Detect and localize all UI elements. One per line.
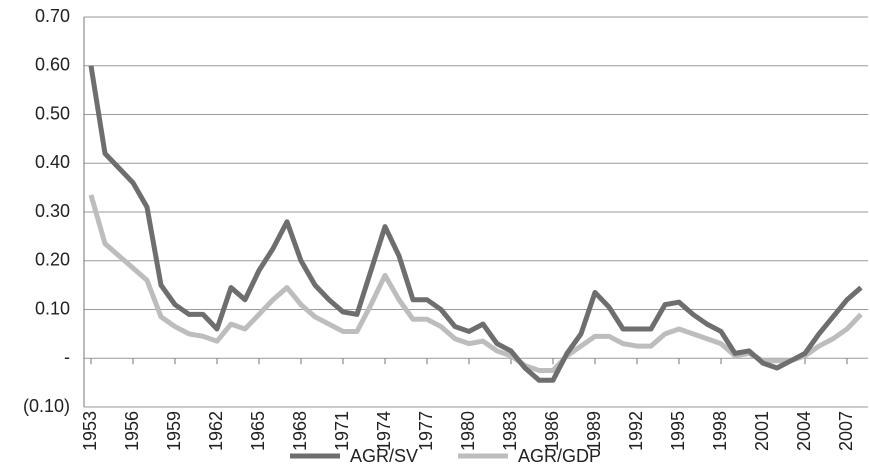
x-tick-label: 1983 <box>500 411 520 451</box>
legend-label: AGR/GDP <box>518 446 601 466</box>
x-tick-label: 1995 <box>668 411 688 451</box>
y-tick-label: (0.10) <box>23 396 70 416</box>
y-tick-label: 0.70 <box>35 6 70 26</box>
y-tick-label: - <box>64 347 70 367</box>
x-tick-label: 1968 <box>290 411 310 451</box>
x-tick-label: 2004 <box>794 411 814 451</box>
y-tick-label: 0.30 <box>35 201 70 221</box>
x-tick-label: 1953 <box>80 411 100 451</box>
x-tick-label: 1956 <box>122 411 142 451</box>
x-tick-label: 1962 <box>206 411 226 451</box>
x-tick-label: 1980 <box>458 411 478 451</box>
x-tick-label: 1965 <box>248 411 268 451</box>
series-line <box>88 65 863 383</box>
y-tick-label: 0.60 <box>35 55 70 75</box>
x-tick-label: 1977 <box>416 411 436 451</box>
x-tick-label: 1959 <box>164 411 184 451</box>
y-tick-label: 0.10 <box>35 298 70 318</box>
x-tick-label: 1986 <box>542 411 562 451</box>
y-tick-label: 0.40 <box>35 152 70 172</box>
x-tick-label: 1989 <box>584 411 604 451</box>
series-line <box>88 194 863 373</box>
x-tick-label: 1974 <box>374 411 394 451</box>
y-tick-label: 0.50 <box>35 103 70 123</box>
legend-label: AGR/SV <box>350 446 418 466</box>
x-tick-label: 1971 <box>332 411 352 451</box>
x-tick-label: 1998 <box>710 411 730 451</box>
x-tick-label: 1992 <box>626 411 646 451</box>
x-tick-label: 2007 <box>836 411 856 451</box>
x-tick-label: 2001 <box>752 411 772 451</box>
y-tick-label: 0.20 <box>35 250 70 270</box>
